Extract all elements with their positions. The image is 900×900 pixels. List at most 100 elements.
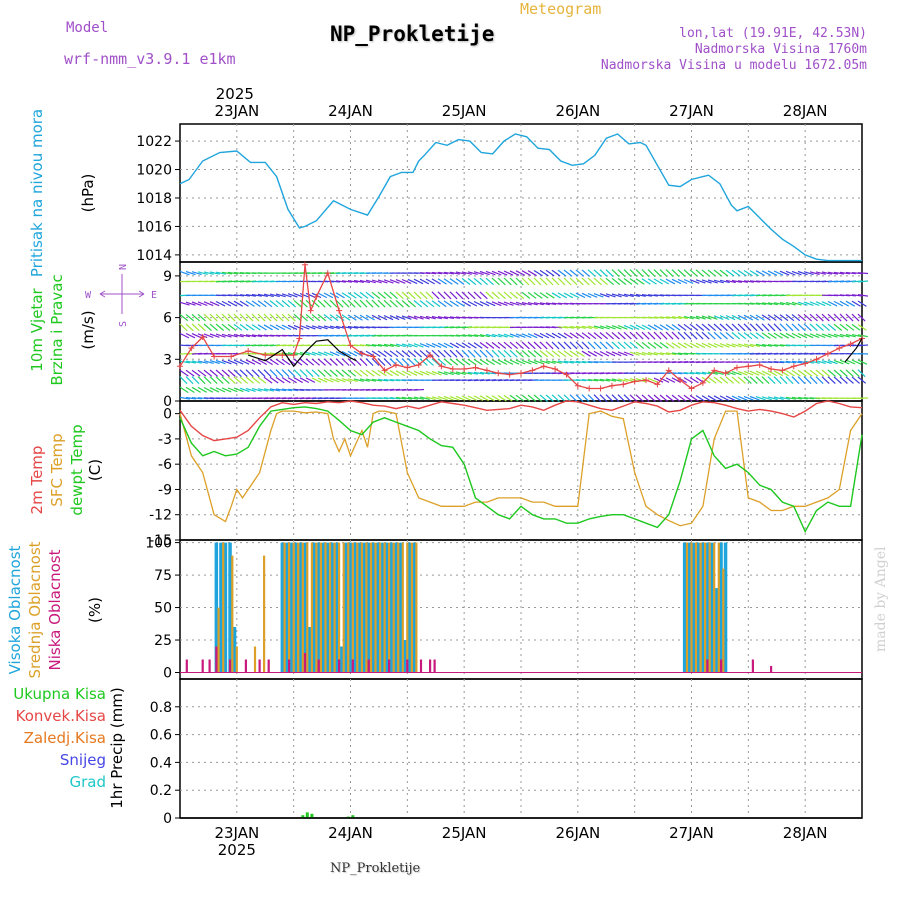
wind-arrow <box>569 341 578 350</box>
wind-arrow <box>767 370 778 377</box>
high-cloud-bar <box>344 542 348 673</box>
wind-arrow <box>773 323 782 332</box>
wind-arrow <box>587 269 596 277</box>
wind-arrow <box>257 334 268 337</box>
wind-arrow <box>743 269 753 277</box>
wind-arrow <box>587 350 597 357</box>
wind-arrow <box>443 395 454 401</box>
wind-arrow <box>473 277 483 286</box>
x-tick-label-top: 26JAN <box>555 102 600 120</box>
wind-arrow <box>473 395 484 402</box>
wind-arrow <box>179 376 188 385</box>
wind-arrow <box>725 395 736 401</box>
wind-arrow <box>629 341 638 350</box>
mid-cloud-bar <box>685 542 689 673</box>
wind-arrow <box>641 269 650 278</box>
wind-arrow <box>653 342 663 349</box>
wind-arrow <box>611 378 622 382</box>
wind-arrow <box>719 343 730 348</box>
wind-arrow <box>581 269 590 277</box>
wind-arrow <box>437 316 448 320</box>
wind-arrow <box>281 324 292 331</box>
wind-arrow <box>425 272 437 275</box>
mid-cloud-bar <box>713 542 716 673</box>
wind-arrow <box>857 344 869 347</box>
wind-arrow <box>401 278 412 284</box>
wind-arrow <box>701 331 710 340</box>
wind-arrow <box>341 325 352 329</box>
wind-arrow <box>257 369 266 378</box>
wind-arrow <box>539 277 548 286</box>
wind-arrow <box>461 291 470 300</box>
wind-arrow <box>185 396 196 400</box>
mid-cloud-bar <box>217 607 220 673</box>
wind-arrow <box>179 332 190 339</box>
wind-arrow <box>479 358 489 366</box>
wind-arrow <box>857 324 867 331</box>
wind-arrow <box>665 331 674 340</box>
x-tick-label-bottom: 26JAN <box>555 824 600 842</box>
wind-arrow <box>773 370 783 377</box>
wind-speed-marker <box>370 353 377 360</box>
wind-arrow <box>659 352 670 356</box>
watermark-label: made by Angel <box>873 546 889 653</box>
wind-arrow <box>203 369 213 377</box>
wind-arrow <box>611 341 620 350</box>
wind-arrow <box>827 333 838 338</box>
wind-arrow <box>833 359 844 365</box>
wind-arrow <box>179 314 189 322</box>
mid-cloud-bar <box>235 646 238 673</box>
wind-arrow <box>467 342 477 349</box>
wind-arrow <box>635 269 644 278</box>
wind-arrow <box>521 349 530 358</box>
y-tick-label: 0.8 <box>150 700 172 716</box>
wind-arrow <box>251 387 262 392</box>
wind-arrow <box>371 279 382 284</box>
wind-arrow <box>575 341 584 350</box>
wind-arrow <box>593 269 602 277</box>
wind-arrow <box>323 351 334 357</box>
wind-arrow <box>641 278 651 285</box>
wind-arrow <box>425 278 435 285</box>
wind-arrow <box>641 331 650 340</box>
wind-arrow <box>743 314 754 321</box>
wind-arrow <box>287 313 296 322</box>
wind-arrow <box>305 358 315 366</box>
wind-speed-marker <box>188 345 195 352</box>
x-tick-label-bottom: 25JAN <box>442 824 487 842</box>
wind-arrow <box>791 270 802 276</box>
wind-arrow <box>599 341 608 350</box>
wind-arrow <box>695 331 704 340</box>
wind-arrow <box>395 315 406 320</box>
wind-arrow <box>377 369 387 377</box>
wind-arrow <box>539 394 548 402</box>
y-tick-label: 0 <box>163 394 172 410</box>
wind-arrow <box>419 300 429 308</box>
wind-arrow <box>395 343 406 348</box>
wind-arrow <box>761 323 770 332</box>
wind-arrow <box>761 396 772 401</box>
panel-temperature: 0 -3 -6 -9 -12 -15 <box>149 400 863 549</box>
wind-arrow <box>533 394 543 402</box>
wind-arrow <box>455 371 466 375</box>
high-cloud-bar <box>389 542 394 673</box>
wind-arrow <box>851 334 862 338</box>
wind-arrow <box>365 314 375 321</box>
wind-arrow <box>461 395 472 401</box>
wind-arrow <box>743 370 754 376</box>
wind-arrow <box>485 333 496 338</box>
wind-speed-marker <box>824 350 831 357</box>
wind-arrow <box>299 324 310 330</box>
wind-arrow <box>689 315 700 320</box>
wind-arrow <box>227 387 238 393</box>
wind-arrow <box>443 316 454 319</box>
wind-arrow <box>743 343 754 348</box>
wind-arrow <box>509 333 520 338</box>
wind-arrow <box>407 370 418 376</box>
wind-arrow <box>761 270 772 276</box>
wind-arrow <box>605 378 616 382</box>
wind-arrow <box>551 350 561 358</box>
wind-arrow <box>287 377 297 384</box>
wind-arrow <box>857 359 868 365</box>
wind-speed-marker <box>302 261 309 268</box>
